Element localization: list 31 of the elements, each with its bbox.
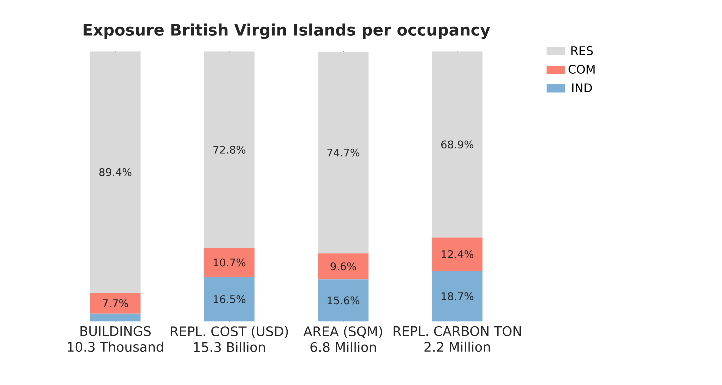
bar — [432, 271, 483, 322]
x-tick-label: AREA (SQM) 6.8 Million — [304, 326, 382, 352]
bar — [204, 52, 255, 248]
data-label: 72.8% — [214, 146, 246, 154]
bar — [90, 292, 141, 314]
bar — [318, 254, 369, 280]
data-label: 10.7% — [214, 258, 246, 267]
bar — [90, 314, 141, 322]
legend-label: IND — [572, 84, 592, 92]
bar — [432, 52, 483, 238]
x-tick-label: REPL. CARBON TON 2.2 Million — [394, 326, 522, 352]
legend-label: COM — [568, 64, 595, 74]
data-label: 89.4% — [100, 168, 132, 176]
data-label: 16.5% — [214, 295, 246, 304]
bar — [90, 52, 141, 293]
x-tick-label: REPL. COST (USD) 15.3 Billion — [171, 326, 288, 352]
data-label: 9.6% — [330, 262, 356, 270]
x-tick-label: BUILDINGS 10.3 Thousand — [68, 326, 164, 352]
data-label: 15.6% — [328, 296, 360, 304]
legend-label: RES — [572, 46, 594, 56]
data-label: 68.9% — [442, 140, 474, 149]
chart-title: Exposure British Virgin Islands per occupancy — [84, 24, 490, 39]
data-label: 7.7% — [103, 299, 128, 308]
bar — [432, 238, 483, 272]
bar — [318, 279, 369, 322]
data-label: 74.7% — [328, 148, 360, 157]
data-label: 12.4% — [442, 250, 474, 258]
data-label: 18.7% — [442, 292, 474, 300]
bar — [318, 52, 369, 254]
bar — [204, 248, 255, 278]
bar — [204, 277, 255, 322]
